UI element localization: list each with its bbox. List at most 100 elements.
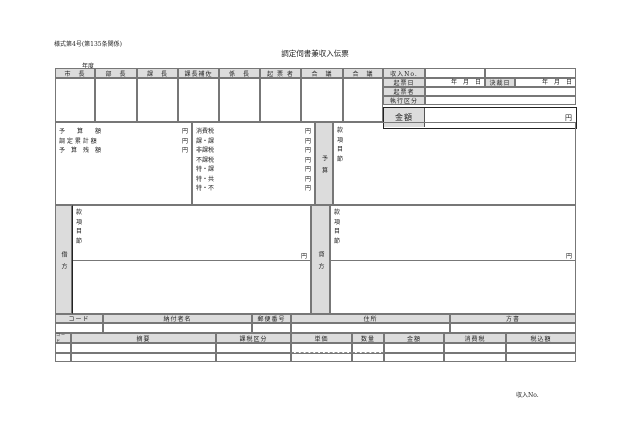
approval-stamp-box[interactable] xyxy=(55,78,95,122)
approval-header: 係 長 xyxy=(219,68,260,78)
detail-cell[interactable] xyxy=(71,352,216,362)
detail-header: 金額 xyxy=(384,333,444,343)
approval-header: 起 票 者 xyxy=(260,68,301,78)
yen-unit: 円 xyxy=(181,137,188,145)
decision-date-field[interactable]: 年 月 日 xyxy=(515,78,576,87)
detail-cell[interactable] xyxy=(506,343,576,353)
drafter-field[interactable] xyxy=(425,87,576,96)
yen-unit: 円 xyxy=(304,147,311,154)
credit-yen: 円 xyxy=(565,253,572,260)
payer-header: コード xyxy=(55,314,103,323)
approval-stamp-box[interactable] xyxy=(260,78,301,122)
tax-label: 特・共 xyxy=(196,175,215,183)
detail-cell[interactable] xyxy=(384,352,444,362)
tax-label: 特・不 xyxy=(196,185,215,192)
yen-unit: 円 xyxy=(304,156,311,164)
budget-amounts: 予 算 額円調 定 累 計 額円予 算 残 額円 xyxy=(55,122,192,205)
detail-header: 数量 xyxy=(352,333,384,343)
footer-receipt-no: 収入No. xyxy=(516,392,539,399)
detail-header: 消費税 xyxy=(444,333,506,343)
budget-label: 予 算 額 xyxy=(59,128,102,135)
credit-area: 款 項 目 節 円 xyxy=(330,205,576,314)
payer-cell[interactable] xyxy=(55,323,103,333)
execution-category-field[interactable] xyxy=(425,96,576,105)
account-labels: 款 項 目 節 xyxy=(337,127,344,163)
credit-side-label: 貸 方 xyxy=(311,205,330,314)
yen-unit: 円 xyxy=(304,185,311,192)
payer-header: 住所 xyxy=(291,314,450,323)
approval-stamp-box[interactable] xyxy=(219,78,260,122)
approval-stamp-box[interactable] xyxy=(301,78,343,122)
approval-header: 合 議 xyxy=(343,68,383,78)
approval-stamp-box[interactable] xyxy=(343,78,383,122)
debit-account-labels: 款 項 目 節 xyxy=(76,209,83,245)
detail-cell[interactable] xyxy=(55,352,71,362)
payer-header: 納付者名 xyxy=(103,314,252,323)
detail-header: 摘要 xyxy=(71,333,216,343)
detail-cell[interactable] xyxy=(506,352,576,362)
tax-label: 非課税 xyxy=(196,147,215,154)
debit-yen: 円 xyxy=(300,253,307,260)
decision-date-label: 決裁日 xyxy=(485,78,515,87)
detail-header: 単価 xyxy=(291,333,352,343)
budget-account-field[interactable]: 款 項 目 節 xyxy=(333,122,576,205)
payer-cell[interactable] xyxy=(450,323,576,333)
payer-header: 方書 xyxy=(450,314,576,323)
tax-label: 不課税 xyxy=(196,156,215,164)
detail-cell[interactable] xyxy=(352,352,384,362)
detail-cell[interactable] xyxy=(216,352,291,362)
approval-stamp-box[interactable] xyxy=(95,78,137,122)
yen-unit: 円 xyxy=(304,166,311,173)
detail-cell[interactable] xyxy=(55,343,71,353)
yen-unit: 円 xyxy=(181,128,188,135)
detail-cell[interactable] xyxy=(291,352,352,362)
approval-header: 市 長 xyxy=(55,68,95,78)
debit-divider xyxy=(73,260,310,261)
detail-cell[interactable] xyxy=(291,343,352,353)
credit-divider xyxy=(331,260,575,261)
payer-cell[interactable] xyxy=(252,323,291,333)
payer-cell[interactable] xyxy=(103,323,252,333)
debit-side-label: 借 方 xyxy=(55,205,72,314)
approval-header: 課 長 xyxy=(137,68,178,78)
detail-cell[interactable] xyxy=(444,352,506,362)
draft-date-field[interactable]: 年 月 日 xyxy=(425,78,485,87)
tax-breakdown: 消費税円課・課円非課税円不課税円特・課円特・共円特・不円 xyxy=(192,122,315,205)
form-number: 様式第4号(第135条関係) xyxy=(54,41,122,48)
payer-cell[interactable] xyxy=(291,323,450,333)
amount-yen[interactable]: 円 xyxy=(565,114,572,122)
tax-label: 課・課 xyxy=(196,137,215,145)
detail-cell[interactable] xyxy=(444,343,506,353)
draft-date-label: 起票日 xyxy=(383,78,425,87)
yen-unit: 円 xyxy=(181,147,188,154)
execution-category-label: 執行区分 xyxy=(383,96,425,105)
form-title: 調定伺書兼収入伝票 xyxy=(281,49,349,58)
approval-stamp-box[interactable] xyxy=(178,78,219,122)
detail-cell[interactable] xyxy=(352,343,384,353)
receipt-no-extra xyxy=(485,68,576,78)
approval-header: 部 長 xyxy=(95,68,137,78)
approval-header: 課長補佐 xyxy=(178,68,219,78)
tax-label: 特・課 xyxy=(196,166,215,173)
detail-cell[interactable] xyxy=(216,343,291,353)
receipt-no-field[interactable] xyxy=(425,68,485,78)
approval-stamp-box[interactable] xyxy=(137,78,178,122)
detail-header: 課税区分 xyxy=(216,333,291,343)
yen-unit: 円 xyxy=(304,128,311,135)
budget-side-label: 予 算 xyxy=(315,122,333,205)
budget-label: 調 定 累 計 額 xyxy=(59,137,97,145)
credit-account-labels: 款 項 目 節 xyxy=(334,209,341,245)
budget-label: 予 算 残 額 xyxy=(59,147,102,154)
detail-cell[interactable] xyxy=(384,343,444,353)
detail-header: コード xyxy=(55,332,71,343)
debit-area: 款 項 目 節 円 xyxy=(72,205,311,314)
payer-header: 郵便番号 xyxy=(252,314,291,323)
detail-cell[interactable] xyxy=(71,343,216,353)
yen-unit: 円 xyxy=(304,175,311,183)
yen-unit: 円 xyxy=(304,137,311,145)
fiscal-year-label: 年度 xyxy=(82,63,95,70)
detail-header: 税込額 xyxy=(506,333,576,343)
approval-header: 合 議 xyxy=(301,68,343,78)
drafter-label: 起票者 xyxy=(383,87,425,96)
